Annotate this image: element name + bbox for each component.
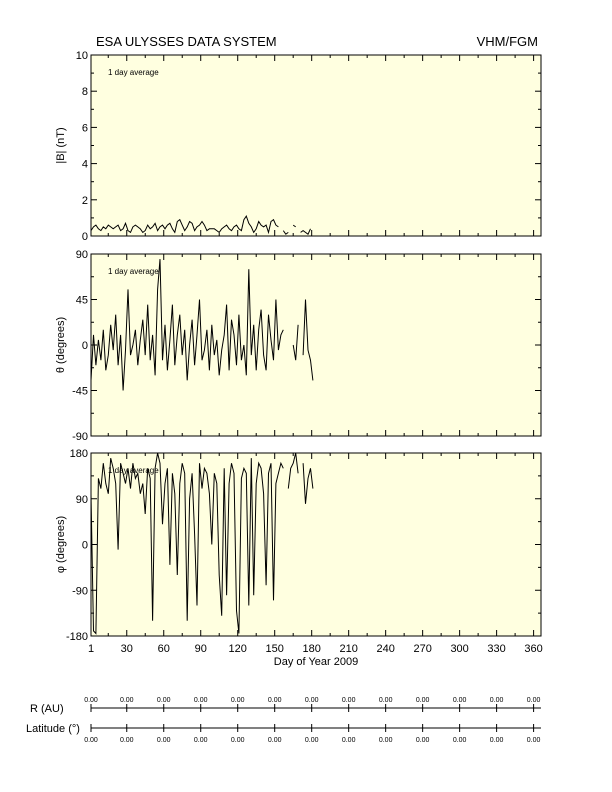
ytick-label-theta: -45 [72,386,88,398]
ytick-label-b_magnitude: 6 [82,122,88,134]
plot-panel-b_magnitude [90,54,542,237]
xtick-label: 120 [229,643,247,655]
latitude-value: 0.00 [84,737,98,744]
ytick-label-b_magnitude: 8 [82,86,88,98]
latitude-value: 0.00 [194,737,208,744]
xtick-label: 1 [88,643,94,655]
xtick-label: 360 [524,643,542,655]
latitude-value: 0.00 [342,737,356,744]
r-value: 0.00 [268,697,282,704]
latitude-value: 0.00 [120,737,134,744]
latitude-value: 0.00 [305,737,319,744]
ytick-label-theta: 90 [76,249,88,261]
latitude-value: 0.00 [379,737,393,744]
r-value: 0.00 [194,697,208,704]
r-value: 0.00 [120,697,134,704]
latitude-value: 0.00 [268,737,282,744]
ytick-label-b_magnitude: 4 [82,159,88,171]
xtick-label: 270 [413,643,431,655]
r-value: 0.00 [527,697,541,704]
xtick-label: 300 [450,643,468,655]
r-value: 0.00 [453,697,467,704]
xlabel: Day of Year 2009 [274,656,358,668]
xtick-label: 240 [376,643,394,655]
r-au-label: R (AU) [30,703,64,715]
r-value: 0.00 [305,697,319,704]
latitude-value: 0.00 [527,737,541,744]
xtick-label: 210 [339,643,357,655]
ylabel-b_magnitude: |B| (nT) [55,127,67,163]
title: ESA ULYSSES DATA SYSTEM [96,34,277,49]
r-value: 0.00 [416,697,430,704]
latitude-value: 0.00 [453,737,467,744]
ytick-label-b_magnitude: 0 [82,231,88,243]
latitude-label: Latitude (°) [26,723,80,735]
latitude-value: 0.00 [490,737,504,744]
latitude-value: 0.00 [231,737,245,744]
ytick-label-theta: -90 [72,431,88,443]
latitude-value: 0.00 [416,737,430,744]
xtick-label: 90 [195,643,207,655]
ytick-label-phi: 90 [76,494,88,506]
ytick-label-theta: 45 [76,295,88,307]
xtick-label: 30 [121,643,133,655]
ylabel-phi: φ (degrees) [55,516,67,573]
series-line-theta [90,259,314,391]
latitude-value: 0.00 [157,737,171,744]
ytick-label-phi: -90 [72,585,88,597]
series-line-phi [90,452,314,635]
ytick-label-b_magnitude: 2 [82,195,88,207]
xtick-label: 60 [158,643,170,655]
ytick-label-b_magnitude: 10 [76,50,88,62]
xtick-label: 180 [303,643,321,655]
r-value: 0.00 [490,697,504,704]
r-value: 0.00 [157,697,171,704]
r-value: 0.00 [342,697,356,704]
ylabel-theta: θ (degrees) [55,317,67,373]
series-line-b_magnitude [90,214,311,235]
ytick-label-theta: 0 [82,340,88,352]
xtick-label: 150 [266,643,284,655]
r-value: 0.00 [84,697,98,704]
r-value: 0.00 [379,697,393,704]
r-value: 0.00 [231,697,245,704]
instrument-label: VHM/FGM [476,34,538,49]
xtick-label: 330 [487,643,505,655]
ytick-label-phi: 180 [70,448,88,460]
ytick-label-phi: -180 [66,631,88,643]
ytick-label-phi: 0 [82,540,88,552]
plot-panel-phi [90,452,542,637]
annotation-b_magnitude: 1 day average [108,68,159,77]
annotation-theta: 1 day average [108,267,159,276]
